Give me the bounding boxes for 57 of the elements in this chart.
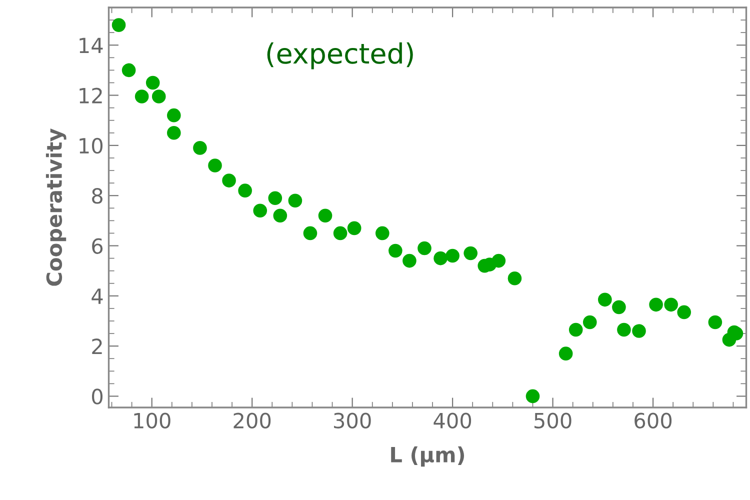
point: [273, 208, 288, 223]
point: [508, 271, 522, 286]
point: [238, 184, 252, 198]
y-tick-label: 6: [92, 238, 103, 254]
point: [166, 108, 181, 122]
y-tick-label: 4: [92, 288, 103, 304]
x-tick-label: 400: [434, 412, 472, 428]
y-tick-label: 0: [92, 388, 103, 404]
point: [347, 221, 362, 236]
point: [134, 90, 149, 104]
point: [152, 90, 166, 104]
point: [146, 76, 160, 90]
point: [402, 254, 416, 268]
point: [617, 322, 631, 337]
x-axis-title: L (μm): [391, 446, 464, 467]
point: [388, 244, 402, 258]
point: [446, 248, 460, 263]
y-tick-label: 14: [80, 38, 103, 54]
point: [122, 63, 136, 78]
x-tick-label: 300: [334, 412, 371, 428]
point: [375, 226, 390, 240]
y-tick-label: 2: [92, 338, 102, 354]
x-tick-label: 600: [634, 412, 672, 428]
point: [526, 389, 540, 404]
point: [268, 191, 282, 205]
point: [582, 315, 597, 330]
x-tick-label: 500: [534, 412, 572, 428]
point: [434, 251, 448, 266]
annotation: (expected): [267, 42, 413, 70]
point: [253, 204, 268, 218]
point: [418, 241, 432, 256]
point: [708, 315, 722, 330]
point: [464, 246, 478, 260]
point: [112, 18, 126, 32]
point: [492, 254, 506, 268]
x-tick-label: 200: [234, 412, 271, 428]
point: [568, 322, 583, 337]
y-axis-title: Cooperativity: [46, 128, 66, 286]
point: [598, 292, 612, 307]
point: [649, 298, 663, 312]
point: [333, 226, 348, 240]
point: [318, 208, 332, 223]
point: [166, 126, 181, 140]
y-tick-label: 10: [80, 138, 103, 154]
point: [632, 324, 646, 338]
point: [288, 194, 302, 208]
point: [677, 305, 692, 320]
point: [612, 300, 626, 314]
point: [664, 298, 678, 312]
point: [303, 226, 318, 240]
point: [222, 174, 236, 188]
y-tick-label: 12: [80, 88, 102, 104]
point: [558, 346, 573, 360]
y-tick-label: 8: [92, 188, 102, 204]
x-tick-label: 100: [134, 412, 170, 428]
point: [208, 158, 222, 172]
point: [193, 141, 207, 155]
